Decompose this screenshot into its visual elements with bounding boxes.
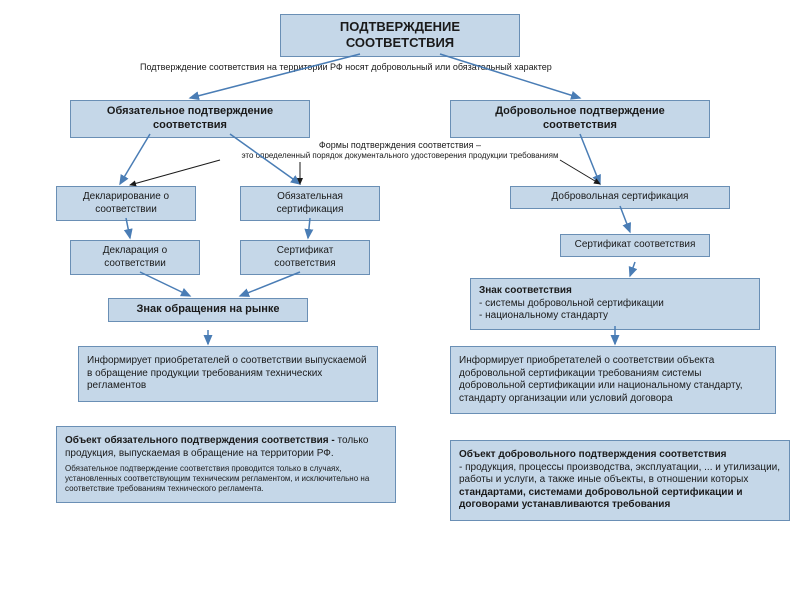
right-sign: Знак соответствия - системы добровольной… [470, 278, 760, 330]
title-box: ПОДТВЕРЖДЕНИЕ СООТВЕТСТВИЯ [280, 14, 520, 57]
right-cert-doc: Сертификат соответствия [560, 234, 710, 257]
forms-text: Формы подтверждения соответствия – это о… [220, 140, 580, 160]
subtitle-text: Подтверждение соответствия на территории… [140, 62, 660, 72]
title: ПОДТВЕРЖДЕНИЕ СООТВЕТСТВИЯ [340, 19, 460, 50]
left-cert-doc: Сертификат соответствия [240, 240, 370, 275]
left-info: Информирует приобретателей о соответстви… [78, 346, 378, 402]
left-obj-note: Обязательное подтверждение соответствия … [65, 464, 387, 494]
left-decl-doc: Декларация о соответствии [70, 240, 200, 275]
right-obj: Объект добровольного подтверждения соотв… [450, 440, 790, 521]
branch-right: Добровольное подтверждение соответствия [450, 100, 710, 138]
right-info: Информирует приобретателей о соответстви… [450, 346, 776, 414]
left-cert: Обязательная сертификация [240, 186, 380, 221]
right-sign-body: - системы добровольной сертификации - на… [479, 298, 664, 322]
branch-left: Обязательное подтверждение соответствия [70, 100, 310, 138]
left-decl: Декларирование о соответствии [56, 186, 196, 221]
left-sign: Знак обращения на рынке [108, 298, 308, 322]
right-cert: Добровольная сертификация [510, 186, 730, 209]
left-obj: Объект обязательного подтверждения соотв… [56, 426, 396, 503]
